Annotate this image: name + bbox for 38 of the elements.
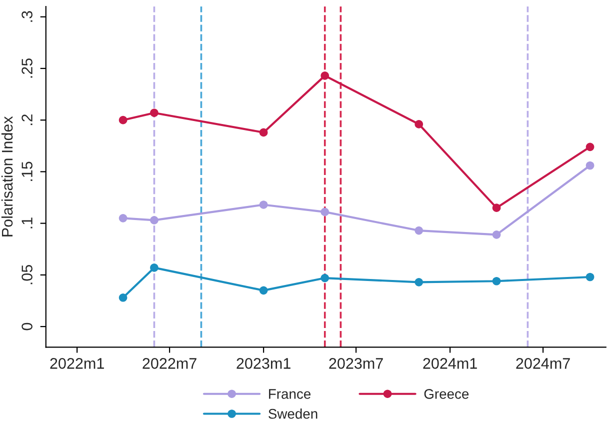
point bbox=[586, 142, 594, 152]
point bbox=[320, 208, 330, 216]
y-tick-label: .05 bbox=[22, 264, 32, 284]
x-tick-label: 2023m7 bbox=[329, 358, 383, 369]
point bbox=[492, 276, 501, 286]
point bbox=[150, 216, 158, 224]
point bbox=[150, 108, 158, 118]
legend-label: Greece bbox=[424, 389, 469, 399]
point bbox=[118, 116, 128, 124]
point bbox=[320, 274, 330, 282]
y-tick-label: .2 bbox=[22, 114, 32, 126]
point bbox=[259, 200, 268, 209]
point bbox=[259, 286, 268, 295]
point bbox=[414, 278, 424, 286]
point bbox=[150, 264, 158, 272]
point bbox=[414, 226, 424, 235]
y-tick-label: .15 bbox=[22, 162, 32, 181]
y-axis-title: Polarisation Index bbox=[1, 116, 13, 236]
y-tick-label: .25 bbox=[22, 58, 32, 78]
y-tick-label: .1 bbox=[22, 218, 32, 228]
x-tick-label: 2022m1 bbox=[50, 358, 104, 369]
legend-label: Sweden bbox=[268, 408, 318, 419]
legend-label: France bbox=[269, 389, 311, 399]
point bbox=[259, 128, 268, 137]
point bbox=[586, 272, 594, 282]
x-tick-label: 2023m1 bbox=[236, 358, 290, 369]
point bbox=[586, 161, 594, 170]
x-tick-label: 2024m1 bbox=[423, 358, 477, 369]
point bbox=[492, 230, 501, 239]
point bbox=[320, 72, 330, 80]
x-tick-label: 2024m7 bbox=[516, 358, 570, 369]
y-tick-label: .3 bbox=[22, 11, 32, 22]
x-tick-label: 2022m7 bbox=[142, 358, 196, 369]
point bbox=[414, 120, 424, 128]
y-tick-label: 0 bbox=[22, 322, 32, 330]
point bbox=[118, 293, 128, 302]
point bbox=[492, 204, 501, 212]
point bbox=[118, 214, 128, 222]
